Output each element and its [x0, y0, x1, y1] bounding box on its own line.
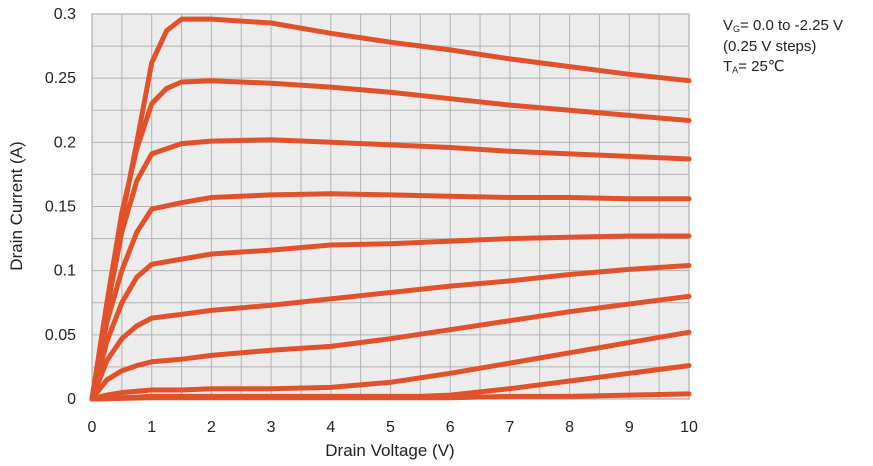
- x-tick-label: 3: [267, 419, 276, 436]
- curves: [89, 16, 692, 402]
- series-line-2: [89, 78, 692, 402]
- x-tick-labels: 0 1 2 3 4 5 6 7 8 9 10: [88, 419, 698, 436]
- y-tick-label: 0.2: [54, 134, 76, 151]
- y-tick-labels: 0 0.05 0.1 0.15 0.2 0.25 0.3: [45, 6, 76, 408]
- y-tick-label: 0.15: [45, 199, 76, 216]
- y-axis-label: Drain Current (A): [7, 141, 26, 270]
- x-tick-label: 4: [326, 419, 335, 436]
- conditions-annotation: VG= 0.0 to -2.25 V (0.25 V steps) TA= 25…: [723, 16, 843, 78]
- x-tick-label: 9: [625, 419, 634, 436]
- step-note: (0.25 V steps): [723, 38, 817, 55]
- x-tick-label: 5: [386, 419, 395, 436]
- temperature-symbol: T: [723, 58, 733, 75]
- x-tick-label: 8: [565, 419, 574, 436]
- series-line-7: [89, 293, 692, 402]
- x-tick-label: 10: [680, 419, 698, 436]
- y-tick-label: 0.3: [54, 6, 76, 23]
- gate-voltage-symbol: V: [723, 17, 734, 34]
- y-tick-label: 0.05: [45, 327, 76, 344]
- series-line-6: [89, 263, 692, 402]
- y-tick-label: 0: [67, 391, 76, 408]
- temperature-value: = 25℃: [738, 58, 785, 75]
- x-axis-label: Drain Voltage (V): [325, 441, 454, 460]
- x-tick-label: 7: [505, 419, 514, 436]
- temperature-subscript: A: [732, 65, 739, 75]
- temperature-note: TA= 25℃: [723, 57, 843, 78]
- x-tick-label: 2: [207, 419, 216, 436]
- series-line-5: [89, 233, 692, 402]
- x-tick-label: 6: [446, 419, 455, 436]
- x-tick-label: 0: [88, 419, 97, 436]
- series-line-10: [89, 391, 692, 402]
- gate-voltage-range: = 0.0 to -2.25 V: [740, 17, 844, 34]
- y-tick-label: 0.25: [45, 70, 76, 87]
- series-line-4: [89, 191, 692, 402]
- gate-voltage-note: VG= 0.0 to -2.25 V: [723, 16, 843, 37]
- gate-voltage-subscript: G: [733, 24, 741, 34]
- series-line-8: [89, 329, 692, 402]
- y-tick-label: 0.1: [54, 263, 76, 280]
- x-tick-label: 1: [147, 419, 156, 436]
- series-line-3: [89, 137, 692, 402]
